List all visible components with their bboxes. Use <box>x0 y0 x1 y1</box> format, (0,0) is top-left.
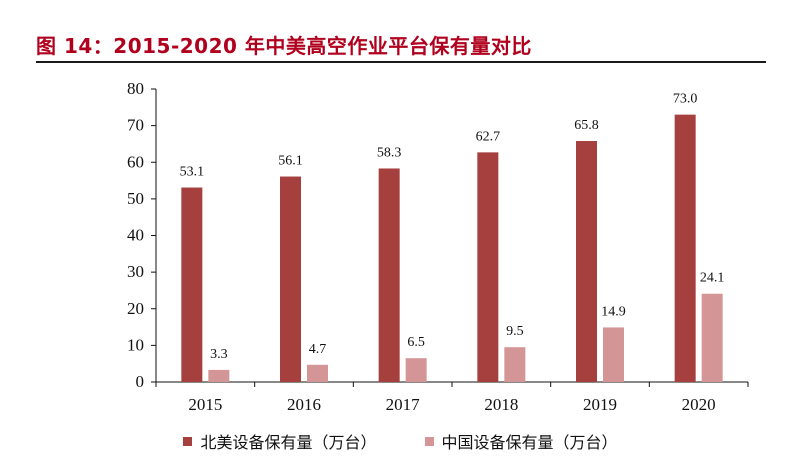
data-label-series2-2017: 6.5 <box>407 335 425 350</box>
data-label-series1-2015: 53.1 <box>180 165 205 180</box>
data-label-series2-2016: 4.7 <box>309 342 327 357</box>
legend-swatch-series1 <box>183 436 193 446</box>
title-rule <box>36 61 766 63</box>
bar-series1-2015 <box>181 187 203 382</box>
y-tick-label: 10 <box>127 335 144 354</box>
bar-series2-2016 <box>307 364 328 382</box>
data-label-series2-2019: 14.9 <box>601 304 626 319</box>
y-tick-label: 80 <box>127 79 144 98</box>
x-tick-label-2016: 2016 <box>287 395 321 414</box>
y-tick-label: 40 <box>127 226 144 245</box>
legend-swatch-series2 <box>424 436 434 446</box>
y-tick-label: 0 <box>136 372 145 391</box>
data-label-series1-2016: 56.1 <box>278 154 303 169</box>
x-tick-label-2015: 2015 <box>188 395 222 414</box>
bar-series2-2019 <box>603 327 624 382</box>
bar-series2-2018 <box>504 347 526 382</box>
bar-series1-2018 <box>477 152 499 382</box>
bar-series2-2015 <box>208 369 230 382</box>
legend-label-series2: 中国设备保有量（万台） <box>441 433 618 452</box>
data-label-series1-2019: 65.8 <box>574 118 599 133</box>
x-tick-label-2020: 2020 <box>682 395 716 414</box>
legend-item-series1: 北美设备保有量（万台） <box>183 429 377 453</box>
legend-label-series1: 北美设备保有量（万台） <box>200 433 377 452</box>
data-label-series2-2015: 3.3 <box>210 347 228 362</box>
bar-chart: 0 10 20 30 40 50 60 70 80 2015 53.1 3.3 2016 56.1 4.7 2… <box>127 79 749 414</box>
legend: 北美设备保有量（万台） 中国设备保有量（万台） <box>0 429 801 453</box>
bar-series1-2017 <box>378 168 400 382</box>
y-tick-label: 50 <box>127 189 144 208</box>
figure-title: 图 14：2015-2020 年中美高空作业平台保有量对比 <box>36 34 532 58</box>
data-label-series2-2018: 9.5 <box>506 324 524 339</box>
legend-item-series2: 中国设备保有量（万台） <box>424 429 618 453</box>
y-tick-label: 60 <box>127 152 144 171</box>
data-label-series1-2020: 73.0 <box>673 92 698 107</box>
y-tick-label: 30 <box>127 262 144 281</box>
x-tick-label-2018: 2018 <box>484 395 518 414</box>
data-label-series2-2020: 24.1 <box>700 271 725 286</box>
x-tick-label-2019: 2019 <box>583 395 617 414</box>
bar-series2-2020 <box>701 293 723 382</box>
y-tick-label: 70 <box>127 116 144 135</box>
x-tick-label-2017: 2017 <box>386 395 421 414</box>
bar-series2-2017 <box>405 358 427 382</box>
data-label-series1-2018: 62.7 <box>476 129 501 144</box>
y-tick-label: 20 <box>127 299 144 318</box>
bar-series1-2019 <box>576 141 597 382</box>
bar-series1-2020 <box>674 114 696 382</box>
data-label-series1-2017: 58.3 <box>377 145 402 160</box>
bar-series1-2016 <box>280 176 301 382</box>
